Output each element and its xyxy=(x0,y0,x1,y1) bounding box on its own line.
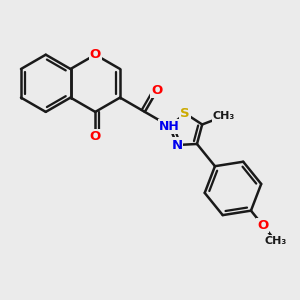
Text: O: O xyxy=(152,84,163,97)
Text: NH: NH xyxy=(159,120,180,133)
Text: O: O xyxy=(90,48,101,61)
Text: S: S xyxy=(181,107,190,120)
Text: CH₃: CH₃ xyxy=(264,236,286,246)
Text: CH₃: CH₃ xyxy=(212,111,235,121)
Text: N: N xyxy=(171,139,182,152)
Text: O: O xyxy=(90,130,101,143)
Text: O: O xyxy=(257,219,268,232)
